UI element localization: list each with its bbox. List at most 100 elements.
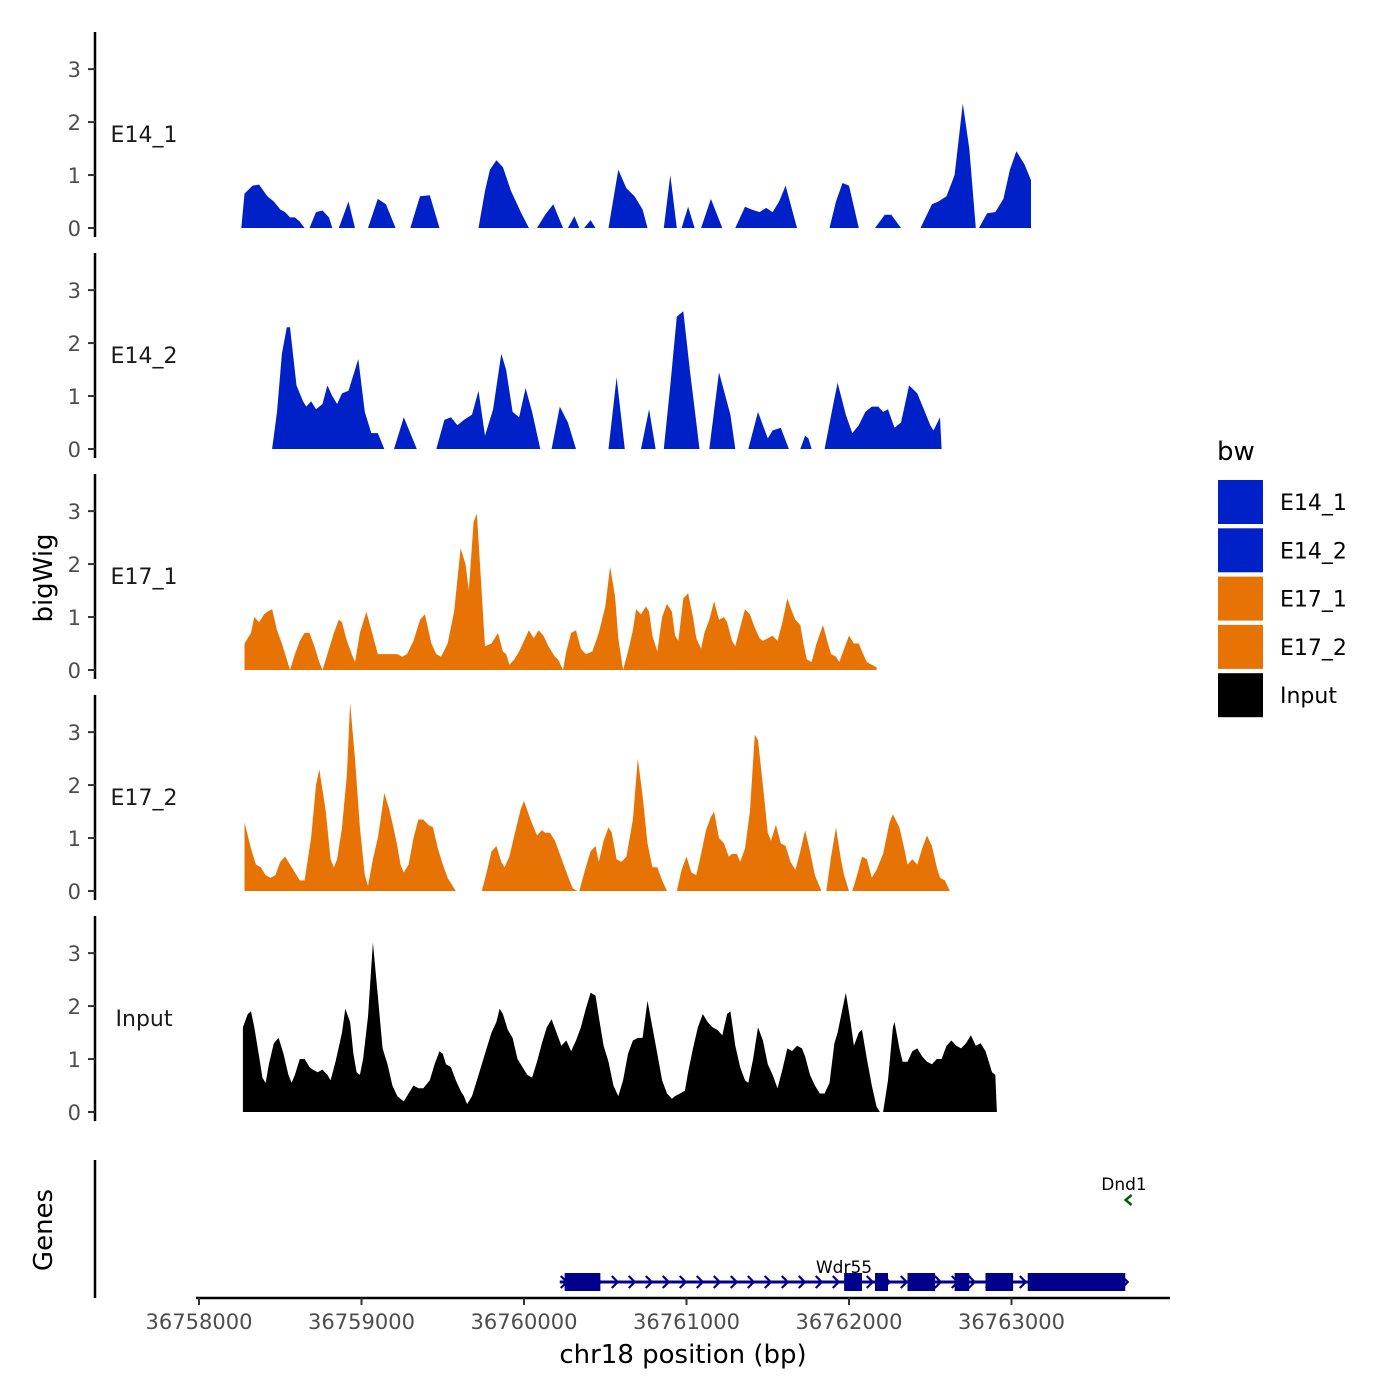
signal-panels: 0 1 2 3 E14_1 0 1 2 3 E14_2 0 1 2 3 E17_1 0 1 2 3 E17_2 0 1 2 3… [68, 32, 1031, 1125]
legend-swatch [1218, 576, 1263, 621]
gene-exon [875, 1273, 888, 1291]
signal-area-e14-1-2 [338, 201, 355, 228]
legend-label: E14_1 [1280, 491, 1347, 516]
y-tick-label: 1 [68, 164, 81, 188]
legend-label: E17_2 [1280, 636, 1347, 661]
signal-area-e14-1-0 [241, 184, 305, 228]
legend-item-e14-2: E14_2 [1218, 528, 1347, 573]
y-tick-label: 2 [68, 995, 81, 1019]
signal-area-e14-1-7 [567, 216, 580, 228]
gene-exon [564, 1273, 601, 1291]
signal-area-e14-1-15 [875, 214, 901, 228]
y-tick-label: 0 [68, 438, 81, 462]
signal-area-e14-2-9 [800, 435, 812, 449]
panel-e17-1: 0 1 2 3 E17_1 [68, 474, 877, 683]
signal-area-e17-1-0 [244, 513, 877, 670]
signal-area-e14-1-1 [309, 210, 333, 228]
panel-label: E17_2 [111, 786, 178, 811]
signal-area-e17-2-3 [676, 734, 822, 891]
signal-area-input-1 [883, 1022, 997, 1112]
signal-area-e14-2-10 [824, 382, 942, 449]
panel-e14-1: 0 1 2 3 E14_1 [68, 32, 1031, 241]
panel-e14-2: 0 1 2 3 E14_2 [68, 253, 942, 462]
legend-label: Input [1280, 684, 1337, 709]
y-tick-label: 0 [68, 217, 81, 241]
y-tick-label: 3 [68, 58, 81, 82]
signal-area-input-0 [242, 942, 880, 1112]
x-tick-label: 36760000 [471, 1310, 578, 1334]
signal-area-e14-1-16 [920, 103, 976, 228]
gene-dnd1: Dnd1 [1101, 1175, 1147, 1206]
signal-area-e14-1-9 [608, 169, 648, 228]
signal-area-e14-2-8 [748, 411, 789, 449]
y-tick-label: 2 [68, 774, 81, 798]
y-tick-label: 3 [68, 279, 81, 303]
signal-area-e17-2-4 [826, 827, 849, 891]
signal-area-e14-1-6 [537, 204, 563, 228]
strand-arrow [678, 1275, 688, 1289]
legend: bw E14_1 E14_2 E17_1 E17_2 Input [1217, 437, 1347, 718]
y-tick-label: 0 [68, 1101, 81, 1125]
legend-label: E14_2 [1280, 539, 1347, 564]
signal-area-e14-2-4 [608, 377, 625, 449]
genes-axis-title: Genes [29, 1189, 59, 1271]
signal-area-e14-1-4 [410, 195, 440, 228]
strand-arrow [712, 1275, 722, 1289]
signal-area-e14-1-10 [663, 175, 677, 228]
signal-area-e14-2-0 [272, 327, 385, 449]
signal-area-e14-2-3 [551, 406, 576, 449]
y-tick-label: 0 [68, 880, 81, 904]
signal-area-e14-1-8 [584, 220, 596, 228]
signal-area-e14-1-3 [368, 198, 396, 228]
strand-arrow [695, 1275, 705, 1289]
strand-arrow [644, 1275, 654, 1289]
signal-area-e14-2-2 [436, 353, 541, 449]
legend-title: bw [1217, 437, 1255, 467]
gene-exon [954, 1273, 970, 1291]
signal-area-e14-1-13 [735, 185, 797, 228]
x-axis: 36758000 36759000 36760000 36761000 36762000… [146, 1296, 1170, 1334]
gene-annotation-panel: Wdr55 Dnd1 [93, 1160, 1147, 1298]
y-tick-label: 2 [68, 553, 81, 577]
signal-area-e17-2-1 [481, 801, 578, 891]
gene-exon [1027, 1273, 1126, 1291]
strand-arrow [865, 1275, 875, 1289]
gene-label: Dnd1 [1101, 1175, 1146, 1195]
y-tick-label: 1 [68, 606, 81, 630]
panel-e17-2: 0 1 2 3 E17_2 [68, 695, 950, 904]
strand-arrow [797, 1275, 807, 1289]
panel-label: E17_1 [111, 565, 178, 590]
legend-item-input: Input [1218, 673, 1337, 718]
legend-swatch [1218, 673, 1263, 718]
signal-area-e17-2-5 [852, 814, 950, 891]
legend-item-e17-2: E17_2 [1218, 624, 1347, 669]
strand-arrow [763, 1275, 773, 1289]
signal-area-e14-1-5 [478, 160, 529, 228]
signal-area-e17-2-2 [579, 758, 667, 891]
panel-label: E14_1 [111, 123, 178, 148]
signal-area-e14-1-12 [701, 198, 723, 228]
gene-exon [985, 1273, 1014, 1291]
signal-area-e14-1-14 [829, 183, 859, 228]
legend-swatch [1218, 624, 1263, 669]
x-axis-title: chr18 position (bp) [559, 1340, 806, 1370]
y-tick-label: 3 [68, 500, 81, 524]
y-tick-label: 2 [68, 111, 81, 135]
strand-arrow [967, 1275, 977, 1289]
signal-area-e14-2-6 [663, 311, 700, 449]
strand-arrow [780, 1275, 790, 1289]
gene-exon [907, 1273, 936, 1291]
gene-exon [844, 1273, 862, 1291]
signal-area-e17-2-0 [244, 703, 456, 891]
x-tick-label: 36759000 [308, 1310, 415, 1334]
y-tick-label: 3 [68, 721, 81, 745]
strand-arrow [746, 1275, 756, 1289]
signal-area-e14-1-11 [681, 206, 695, 228]
legend-swatch [1218, 528, 1263, 573]
strand-arrow [933, 1275, 943, 1289]
x-tick-label: 36763000 [958, 1310, 1065, 1334]
legend-label: E17_1 [1280, 588, 1347, 613]
legend-item-e17-1: E17_1 [1218, 576, 1347, 621]
strand-arrow [831, 1275, 841, 1289]
